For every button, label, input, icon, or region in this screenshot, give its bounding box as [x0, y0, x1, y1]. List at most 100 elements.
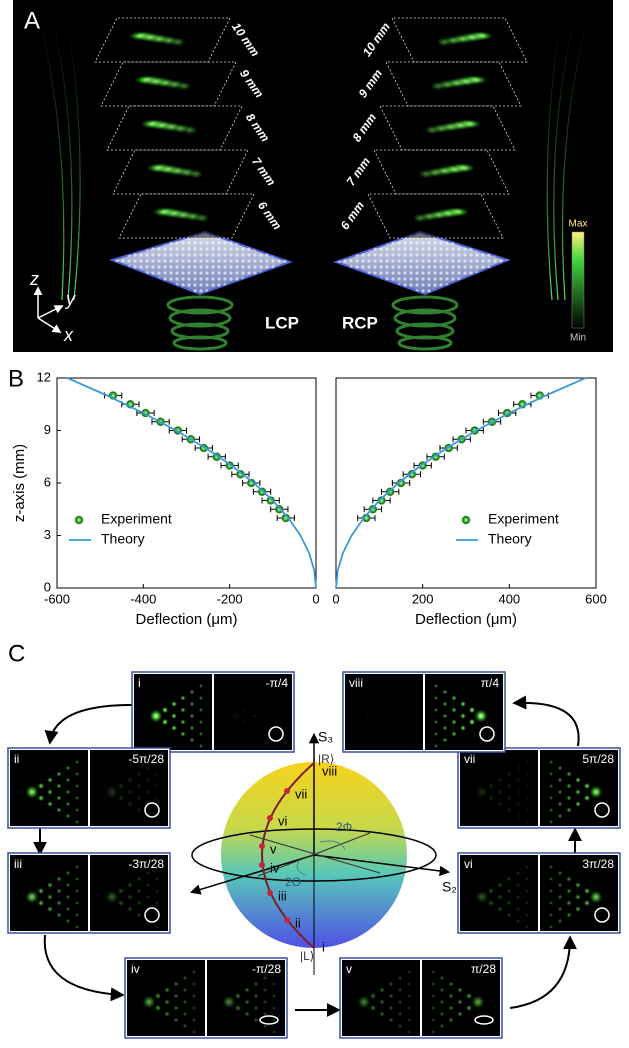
spot	[548, 924, 554, 930]
spot	[279, 744, 284, 749]
data-point	[266, 496, 275, 505]
spot	[180, 731, 186, 737]
spot	[548, 795, 554, 801]
spot	[198, 695, 204, 701]
spot	[524, 876, 530, 882]
spot	[271, 981, 277, 987]
state-panel: i -π/4	[131, 671, 295, 753]
spot	[557, 918, 563, 924]
state-id: v	[346, 962, 352, 976]
spot	[154, 924, 160, 930]
beam-spot	[170, 37, 186, 47]
spot	[182, 999, 188, 1005]
spot	[524, 900, 530, 906]
x-tick-label: 400	[498, 591, 520, 606]
sphere-point-label: iii	[278, 888, 287, 903]
spot	[524, 759, 530, 765]
state-id: ii	[14, 752, 19, 766]
sphere-label: 2Φ	[336, 820, 352, 834]
spot	[271, 993, 277, 999]
spot	[397, 999, 403, 1005]
spot	[46, 788, 54, 796]
beam-spot	[424, 125, 440, 135]
spot	[433, 707, 439, 713]
spot	[487, 794, 495, 802]
spot	[56, 771, 62, 777]
state-panel: iv -π/28	[124, 957, 288, 1039]
spot	[191, 969, 197, 975]
spot	[459, 724, 467, 732]
spot	[142, 995, 156, 1009]
x-tick-label: -200	[217, 591, 243, 606]
spot	[250, 724, 258, 732]
spot	[388, 1017, 394, 1023]
spot	[170, 712, 178, 720]
spot	[439, 1023, 445, 1029]
spot	[170, 700, 178, 708]
metasurface-left	[108, 230, 293, 351]
spot	[145, 777, 151, 783]
spot	[397, 1023, 403, 1029]
polarization-icon	[594, 802, 610, 818]
data-point	[407, 470, 417, 479]
spot	[198, 719, 204, 725]
spot	[163, 998, 171, 1006]
spot	[433, 695, 439, 701]
spot	[126, 881, 134, 889]
spot	[496, 800, 504, 808]
spot	[191, 981, 197, 987]
spot	[154, 807, 160, 813]
spot	[459, 712, 467, 720]
spot	[25, 785, 39, 799]
spot	[65, 894, 71, 900]
axis-label-z: z	[29, 269, 39, 289]
spot	[145, 789, 151, 795]
spot	[154, 783, 160, 789]
sphere-point-label: vii	[295, 786, 307, 801]
sphere-label: |R⟩	[318, 752, 334, 766]
spot	[163, 1010, 171, 1018]
spot	[410, 732, 415, 737]
legend-label: Experiment	[488, 511, 559, 527]
spot	[515, 801, 521, 807]
spot	[161, 718, 169, 726]
spot	[369, 1004, 377, 1012]
panel-label: B	[8, 365, 24, 392]
spot	[465, 1004, 473, 1012]
spot	[74, 924, 80, 930]
y-tick-label: 9	[44, 422, 51, 437]
spot	[279, 708, 284, 713]
spot	[430, 969, 436, 975]
spot	[506, 795, 512, 801]
state-id: vii	[464, 752, 475, 766]
spot	[198, 683, 204, 689]
spot	[433, 683, 439, 689]
spot	[180, 707, 186, 713]
spot	[496, 905, 504, 913]
spot	[271, 1017, 277, 1023]
spot	[406, 981, 412, 987]
spot	[170, 724, 178, 732]
spot	[222, 995, 236, 1009]
handedness-label: LCP	[265, 313, 299, 332]
spot	[378, 1010, 386, 1018]
sphere-point-label: i	[322, 939, 325, 954]
spot	[583, 887, 591, 895]
spot	[439, 987, 445, 993]
spot	[37, 899, 45, 907]
spot	[451, 707, 457, 713]
spot	[524, 912, 530, 918]
sphere-point	[267, 815, 273, 821]
beam-spot	[176, 81, 192, 91]
spot	[548, 759, 554, 765]
spot	[515, 789, 521, 795]
spot	[524, 795, 530, 801]
state-panel: vii 5π/28	[457, 747, 621, 829]
state-id: viii	[349, 676, 363, 690]
spot	[173, 993, 179, 999]
spot	[180, 719, 186, 725]
legend-label: Theory	[488, 531, 532, 547]
spot	[506, 771, 512, 777]
